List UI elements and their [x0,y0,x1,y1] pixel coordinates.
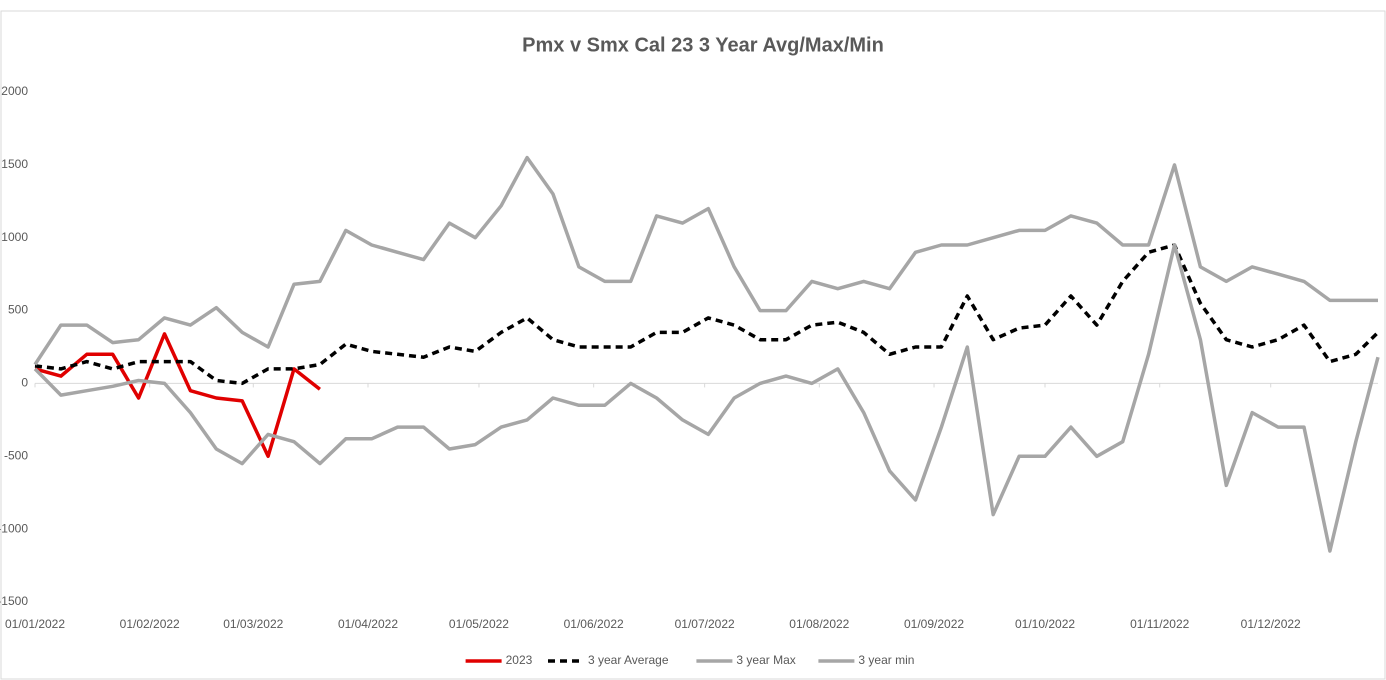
x-tick-label: 01/10/2022 [1015,617,1075,631]
chart-title: Pmx v Smx Cal 23 3 Year Avg/Max/Min [522,34,884,56]
x-tick-label: 01/08/2022 [789,617,849,631]
y-tick-label: 1500 [1,157,28,171]
x-tick-label: 01/11/2022 [1130,617,1189,631]
legend-label: 2023 [506,653,533,667]
x-tick-label: 01/07/2022 [675,617,735,631]
x-tick-label: 01/02/2022 [120,617,180,631]
legend-label: 3 year Average [588,653,669,667]
series-line [33,155,1378,366]
legend-label: 3 year Max [736,653,795,667]
x-tick-label: 01/12/2022 [1241,617,1301,631]
x-tick-label: 01/05/2022 [449,617,509,631]
x-tick-label: 01/09/2022 [904,617,964,631]
series-line [34,243,1380,386]
y-tick-label: 0 [21,376,28,390]
x-tick-label: 01/03/2022 [223,617,283,631]
y-tick-label: -1500 [0,594,28,608]
y-tick-label: -1000 [0,521,28,535]
y-tick-label: 2000 [1,84,28,98]
y-tick-label: 1000 [1,230,28,244]
series-line [33,243,1380,553]
y-tick-label: -500 [4,448,28,462]
x-tick-label: 01/04/2022 [338,617,398,631]
x-tick-label: 01/06/2022 [564,617,624,631]
y-tick-label: 500 [8,303,28,317]
legend-label: 3 year min [858,653,914,667]
x-tick-label: 01/01/2022 [5,617,65,631]
chart-border [0,10,1386,680]
